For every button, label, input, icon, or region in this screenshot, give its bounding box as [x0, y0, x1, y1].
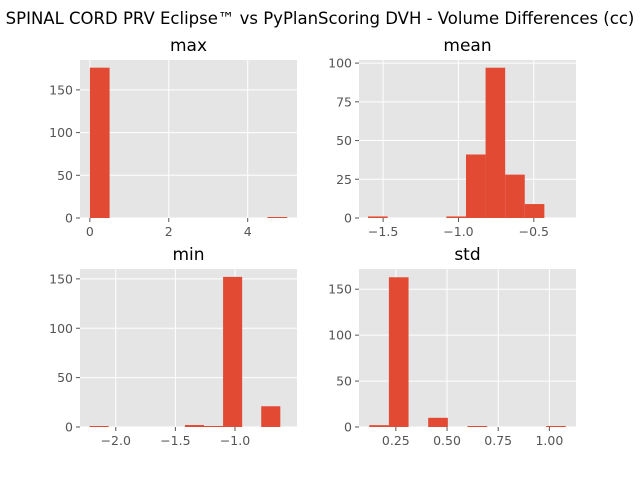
x-tick-label: 0.25 [382, 433, 410, 448]
plot-area [80, 269, 297, 427]
y-tick-label: 0 [344, 211, 352, 226]
x-tick-label: 0.75 [484, 433, 512, 448]
y-tick-label: 150 [328, 282, 352, 297]
figure-suptitle: SPINAL CORD PRV Eclipse™ vs PyPlanScorin… [6, 9, 635, 28]
subplot-title: mean [443, 36, 491, 56]
x-tick-label: 4 [244, 224, 252, 239]
x-tick-label: 1.00 [535, 433, 563, 448]
y-tick-label: 50 [57, 168, 73, 183]
y-tick-label: 50 [336, 133, 352, 148]
subplot-std: 0.25 0.50 0.75 1.00 0 50 100 150 std [328, 245, 576, 448]
histogram-bar [388, 277, 409, 427]
histogram-bar [446, 216, 466, 218]
x-tick-label: −2.0 [101, 433, 131, 448]
histogram-bar [223, 276, 243, 427]
y-tick-label: 0 [344, 420, 352, 435]
y-tick-label: 100 [49, 321, 73, 336]
subplot-title: min [172, 245, 204, 265]
y-tick-label: 0 [65, 420, 73, 435]
histogram-bar [546, 426, 566, 427]
plot-area [80, 60, 297, 218]
subplot-title: max [170, 36, 207, 56]
histogram-bar [267, 217, 288, 218]
histogram-bar [184, 425, 204, 427]
y-tick-label: 25 [336, 172, 352, 187]
histogram-bar [204, 426, 224, 427]
y-tick-label: 75 [336, 94, 352, 109]
y-tick-label: 0 [65, 211, 73, 226]
y-tick-label: 100 [49, 125, 73, 140]
subplot-title: std [454, 245, 480, 265]
x-tick-label: −1.0 [220, 433, 250, 448]
y-tick-label: 50 [57, 370, 73, 385]
histogram-bar [428, 417, 448, 427]
x-tick-label: −1.0 [443, 224, 473, 239]
x-tick-label: −0.5 [519, 224, 549, 239]
x-tick-label: 0.50 [433, 433, 461, 448]
histogram-bar [524, 204, 545, 218]
subplot-min: −2.0 −1.5 −1.0 0 50 100 150 min [49, 245, 297, 448]
subplot-max: 0 2 4 0 50 100 150 max [49, 36, 297, 239]
histogram-bar [485, 67, 506, 219]
histogram-bar [261, 406, 281, 427]
y-tick-label: 100 [328, 328, 352, 343]
subplot-grid: 0 2 4 0 50 100 150 max −1.5 −1.0 −0.5 0 25 50 75 100 mea… [49, 36, 576, 448]
histogram-bar [505, 174, 525, 218]
subplot-mean: −1.5 −1.0 −0.5 0 25 50 75 100 mean [328, 36, 576, 239]
histogram-bar [89, 426, 109, 427]
y-tick-label: 100 [328, 56, 352, 71]
histogram-bar [465, 154, 486, 218]
y-tick-label: 150 [49, 82, 73, 97]
x-tick-label: −1.5 [160, 433, 190, 448]
x-tick-label: 2 [165, 224, 173, 239]
histogram-bar [368, 216, 388, 218]
x-tick-label: 0 [86, 224, 94, 239]
histogram-bar [89, 67, 110, 218]
histogram-bar [467, 426, 488, 427]
histogram-bar [369, 425, 389, 427]
y-tick-label: 50 [336, 374, 352, 389]
y-tick-label: 150 [49, 271, 73, 286]
x-tick-label: −1.5 [368, 224, 398, 239]
